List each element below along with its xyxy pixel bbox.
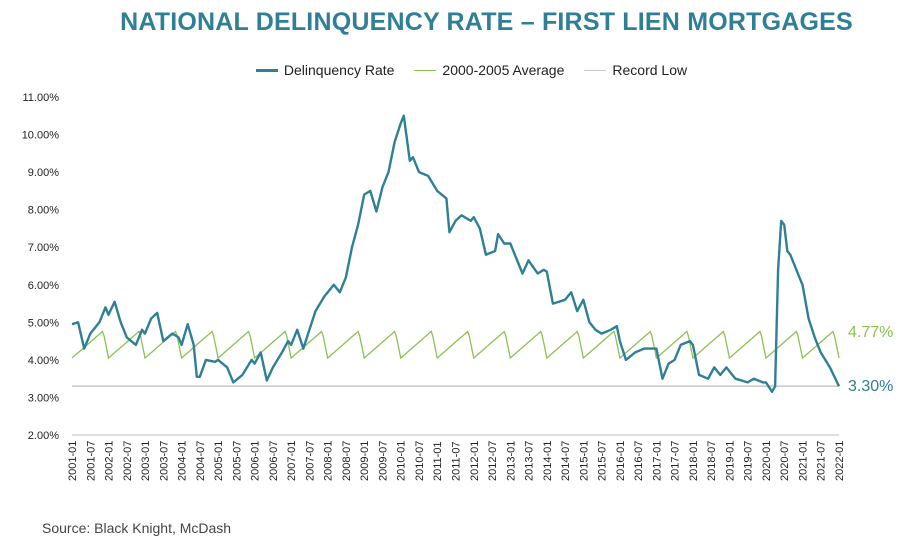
legend-label-average: 2000-2005 Average xyxy=(442,62,565,78)
x-tick-label: 2020-01 xyxy=(761,441,773,481)
y-tick-label: 2.00% xyxy=(28,430,59,442)
legend-label-delinquency: Delinquency Rate xyxy=(283,62,395,78)
x-tick-label: 2011-07 xyxy=(451,441,463,481)
x-tick-label: 2013-01 xyxy=(505,441,517,481)
x-tick-label: 2004-01 xyxy=(177,441,189,481)
y-tick-label: 6.00% xyxy=(28,280,59,292)
y-tick-label: 5.00% xyxy=(28,317,59,329)
legend-label-record-low: Record Low xyxy=(612,62,688,78)
x-tick-label: 2008-01 xyxy=(323,441,335,481)
delinquency-series-line xyxy=(71,114,841,393)
x-tick-label: 2021-07 xyxy=(816,441,828,481)
x-tick-label: 2019-01 xyxy=(724,441,736,481)
x-tick-label: 2005-01 xyxy=(213,441,225,481)
y-tick-label: 9.00% xyxy=(28,167,59,179)
x-tick-label: 2015-07 xyxy=(597,441,609,481)
y-tick-label: 7.00% xyxy=(28,242,59,254)
x-axis: 2001-01 2001-07 2002-01 2002-07 2003-01 2003-… xyxy=(67,434,846,481)
x-tick-label: 2005-07 xyxy=(231,441,243,481)
x-tick-label: 2018-07 xyxy=(706,441,718,481)
y-tick-label: 8.00% xyxy=(28,205,59,217)
legend: Delinquency Rate 2000-2005 Average Recor… xyxy=(0,62,913,78)
y-tick-label: 10.00% xyxy=(22,130,60,142)
x-tick-label: 2002-01 xyxy=(104,441,116,481)
x-tick-label: 2004-07 xyxy=(195,441,207,481)
series-layer xyxy=(71,114,841,393)
x-tick-label: 2012-07 xyxy=(487,441,499,481)
chart-title: NATIONAL DELINQUENCY RATE – FIRST LIEN M… xyxy=(120,8,853,36)
legend-swatch-average xyxy=(414,69,437,71)
x-tick-label: 2009-07 xyxy=(377,441,389,481)
x-tick-label: 2014-07 xyxy=(560,441,572,481)
y-tick-label: 3.00% xyxy=(28,392,59,404)
average-end-label: 4.77% xyxy=(848,324,893,341)
x-tick-label: 2010-01 xyxy=(396,441,408,481)
legend-swatch-record-low xyxy=(584,69,607,71)
x-tick-label: 2021-01 xyxy=(797,441,809,481)
x-tick-label: 2013-07 xyxy=(524,441,536,481)
average-series-line xyxy=(71,330,840,360)
x-tick-label: 2011-01 xyxy=(432,441,444,481)
x-tick-label: 2017-07 xyxy=(670,441,682,481)
x-tick-label: 2001-01 xyxy=(67,441,79,481)
x-tick-label: 2009-01 xyxy=(359,441,371,481)
x-tick-label: 2007-01 xyxy=(286,441,298,481)
y-tick-label: 11.00% xyxy=(23,92,60,104)
x-tick-label: 2007-07 xyxy=(304,441,316,481)
x-tick-label: 2003-01 xyxy=(140,441,152,481)
x-tick-label: 2008-07 xyxy=(341,441,353,481)
x-tick-label: 2014-01 xyxy=(542,441,554,481)
delinquency-end-label: 3.30% xyxy=(848,378,893,395)
x-tick-label: 2002-07 xyxy=(122,441,134,481)
legend-item-average: 2000-2005 Average xyxy=(414,62,564,78)
source-note: Source: Black Knight, McDash xyxy=(42,520,232,536)
x-tick-label: 2010-07 xyxy=(414,441,426,481)
x-tick-label: 2012-01 xyxy=(469,441,481,481)
x-tick-label: 2018-01 xyxy=(688,441,700,481)
y-axis: 2.00% 3.00% 4.00% 5.00% 6.00% 7.00% 8.00% 9.00%… xyxy=(22,92,60,442)
x-tick-label: 2001-07 xyxy=(85,441,97,481)
x-tick-label: 2016-01 xyxy=(615,441,627,481)
legend-item-delinquency: Delinquency Rate xyxy=(255,62,395,78)
legend-item-record-low: Record Low xyxy=(584,62,687,78)
legend-swatch-delinquency xyxy=(255,68,278,72)
x-tick-label: 2016-07 xyxy=(633,441,645,481)
end-labels: 4.77% 3.30% xyxy=(848,324,893,395)
x-tick-label: 2003-07 xyxy=(158,441,170,481)
x-tick-label: 2006-01 xyxy=(250,441,262,481)
x-tick-label: 2017-01 xyxy=(651,441,663,481)
x-tick-label: 2006-07 xyxy=(268,441,280,481)
y-tick-label: 4.00% xyxy=(28,355,59,367)
x-tick-label: 2020-07 xyxy=(779,441,791,481)
x-tick-label: 2015-01 xyxy=(578,441,590,481)
x-tick-label: 2019-07 xyxy=(743,441,755,481)
x-tick-label: 2022-01 xyxy=(834,441,846,481)
